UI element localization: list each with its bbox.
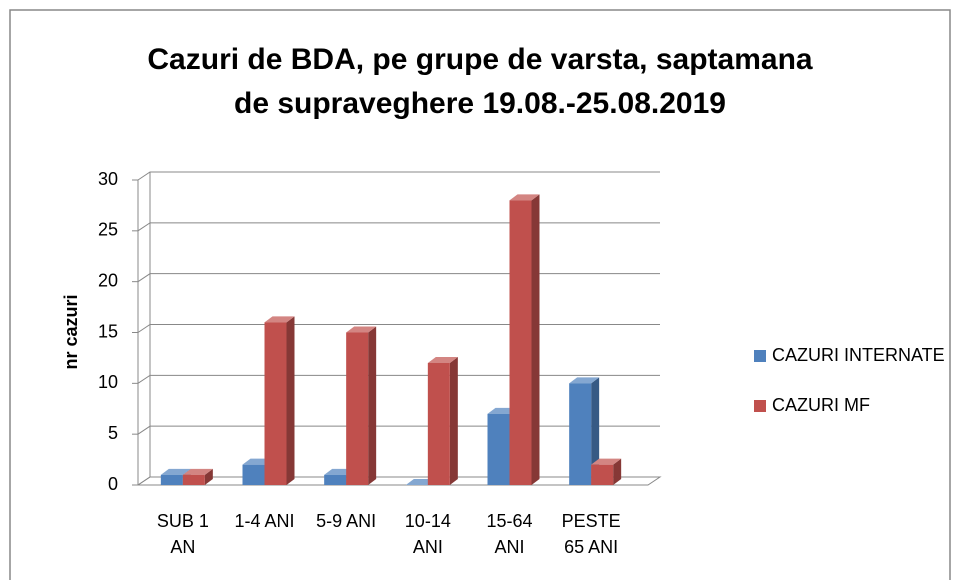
grid-line xyxy=(137,171,660,181)
bar-side xyxy=(531,194,540,486)
y-tick-label: 25 xyxy=(98,220,118,240)
bar-front xyxy=(591,464,614,485)
legend-label: CAZURI MF xyxy=(772,395,870,415)
bar xyxy=(182,468,213,485)
y-tick-label: 5 xyxy=(108,423,118,443)
bar-top xyxy=(591,458,622,465)
bar-front xyxy=(324,474,347,485)
bar-front xyxy=(487,413,510,485)
x-tick-label: SUB 1 AN xyxy=(156,511,209,557)
legend-swatch xyxy=(754,350,766,362)
bar-front xyxy=(509,200,532,486)
bar-side xyxy=(449,357,458,485)
bar-top xyxy=(569,377,600,384)
grid-line xyxy=(137,324,660,333)
bar-side xyxy=(286,316,295,485)
grid-line xyxy=(137,222,660,232)
bar-top xyxy=(427,357,458,363)
bar-top xyxy=(160,468,191,475)
bar xyxy=(591,458,622,485)
bar-side xyxy=(591,377,600,485)
x-tick-label: 1-4 ANI xyxy=(234,511,295,531)
bar-top xyxy=(346,326,377,333)
bar xyxy=(427,357,458,485)
bar-side xyxy=(613,458,622,485)
bar-top xyxy=(509,194,540,201)
y-tick-label: 20 xyxy=(98,270,118,290)
y-tick-label: 15 xyxy=(98,321,118,341)
x-tick-label: 15-64 ANI xyxy=(486,511,533,557)
y-tick-label: 30 xyxy=(98,169,118,189)
x-tick-label: 5-9 ANI xyxy=(316,511,377,531)
bar-front xyxy=(569,383,592,485)
bar xyxy=(264,316,295,485)
x-tick-label: PESTE 65 ANI xyxy=(561,511,621,557)
bar-front xyxy=(346,332,369,485)
legend-swatch xyxy=(754,400,766,412)
grid-line xyxy=(137,273,660,283)
legend-label: CAZURI INTERNATE xyxy=(772,345,945,365)
x-tick-label: 10-14 ANI xyxy=(404,511,451,557)
bar-front xyxy=(264,322,287,485)
bar-side xyxy=(368,326,377,485)
bar xyxy=(346,326,377,485)
y-tick-label: 10 xyxy=(98,372,118,392)
bar-side xyxy=(204,468,213,485)
bar-front xyxy=(160,474,183,485)
bar-top xyxy=(182,468,213,475)
bar-top xyxy=(264,316,295,323)
bar-front xyxy=(242,464,265,485)
y-axis-label: nr cazuri xyxy=(61,294,81,369)
bar xyxy=(569,377,600,485)
bar xyxy=(509,194,540,486)
chart-title: Cazuri de BDA, pe grupe de varsta, sapta… xyxy=(147,43,813,120)
bar-front xyxy=(427,363,450,485)
bar-front xyxy=(182,474,205,485)
grid-line xyxy=(137,374,660,384)
y-tick-label: 0 xyxy=(108,474,118,494)
